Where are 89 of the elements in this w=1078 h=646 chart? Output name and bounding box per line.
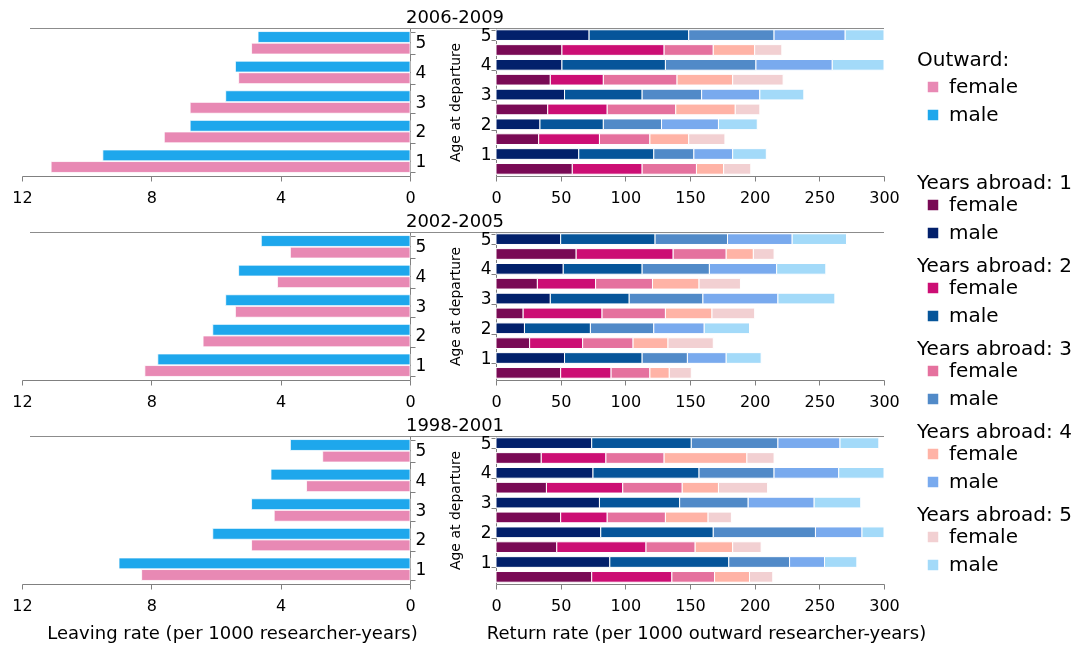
x-tick-label: 200 — [739, 391, 771, 411]
x-tick-label: 12 — [12, 187, 33, 207]
y-axis-title: Age at departure — [446, 246, 463, 367]
legend-label: female — [949, 441, 1018, 465]
x-tick-label: 300 — [869, 187, 900, 207]
y-tick-label: 4 — [415, 265, 427, 286]
y-tick-label: 2 — [480, 521, 492, 542]
x-tick-label: 0 — [491, 187, 502, 207]
y-tick-label: 4 — [415, 469, 427, 490]
x-tick-label: 250 — [804, 187, 836, 207]
y-tick-label: 5 — [480, 432, 492, 453]
x-tick-label: 4 — [276, 187, 287, 207]
y-tick-label: 3 — [480, 288, 492, 309]
y-tick-label: 5 — [480, 228, 492, 249]
text: Years abroad: 3 — [916, 336, 1072, 360]
y-tick-label: 2 — [480, 317, 492, 338]
y-tick-label: 2 — [480, 113, 492, 134]
x-tick-label: 300 — [869, 595, 900, 615]
legend-label: male — [949, 552, 999, 576]
legend-label: female — [949, 74, 1018, 98]
x-tick-label: 100 — [610, 595, 642, 615]
legend-label: male — [949, 220, 999, 244]
y-tick-label: 4 — [480, 258, 492, 279]
legend-label: male — [949, 386, 999, 410]
x-tick-label: 0 — [405, 595, 416, 615]
x-tick-label: 250 — [804, 391, 836, 411]
legend-label: female — [949, 524, 1018, 548]
x-tick-label: 50 — [550, 391, 572, 411]
y-tick-label: 4 — [415, 61, 427, 82]
y-tick-label: 3 — [415, 295, 427, 316]
x-tick-label: 8 — [146, 187, 157, 207]
y-tick-label: 1 — [480, 551, 492, 572]
x-tick-label: 150 — [675, 391, 706, 411]
text: 2002-2005 — [405, 210, 505, 231]
x-tick-label: 250 — [804, 595, 836, 615]
y-tick-label: 1 — [415, 150, 427, 171]
x-tick-label: 4 — [276, 391, 287, 411]
text: Years abroad: 4 — [916, 419, 1072, 443]
y-tick-label: 3 — [480, 492, 492, 513]
x-tick-label: 12 — [12, 391, 33, 411]
y-tick-label: 3 — [415, 499, 427, 520]
y-tick-label: 2 — [415, 121, 427, 142]
x-axis-title: Leaving rate (per 1000 researcher-years) — [47, 621, 418, 643]
text: Years abroad: 2 — [916, 253, 1072, 277]
y-tick-label: 3 — [415, 91, 427, 112]
legend-label: female — [949, 358, 1018, 382]
legend-label: male — [949, 102, 999, 126]
x-tick-label: 50 — [550, 595, 572, 615]
y-tick-label: 1 — [415, 354, 427, 375]
text: 2006-2009 — [405, 6, 505, 27]
x-tick-label: 150 — [675, 595, 706, 615]
y-tick-label: 4 — [480, 462, 492, 483]
x-tick-label: 100 — [610, 391, 642, 411]
text: Years abroad: 1 — [916, 170, 1072, 194]
y-tick-label: 1 — [480, 347, 492, 368]
x-tick-label: 100 — [610, 187, 642, 207]
x-tick-label: 300 — [869, 391, 900, 411]
y-axis-title: Age at departure — [446, 42, 463, 163]
y-tick-label: 4 — [480, 54, 492, 75]
legend-label: male — [949, 469, 999, 493]
x-tick-label: 0 — [405, 187, 416, 207]
legend-label: male — [949, 303, 999, 327]
x-tick-label: 200 — [739, 595, 771, 615]
x-tick-label: 8 — [146, 595, 157, 615]
x-tick-label: 0 — [491, 391, 502, 411]
y-tick-label: 5 — [415, 440, 427, 461]
legend-label: female — [949, 275, 1018, 299]
x-axis-title: Return rate (per 1000 outward researcher-years) — [486, 621, 927, 643]
x-tick-label: 150 — [675, 187, 706, 207]
x-tick-label: 200 — [739, 187, 771, 207]
x-tick-label: 8 — [146, 391, 157, 411]
y-tick-label: 2 — [415, 529, 427, 550]
y-tick-label: 5 — [415, 32, 427, 53]
y-tick-label: 5 — [415, 236, 427, 257]
x-tick-label: 4 — [276, 595, 287, 615]
legend-title: Outward: — [917, 47, 1010, 71]
y-tick-label: 2 — [415, 325, 427, 346]
y-tick-label: 3 — [480, 84, 492, 105]
x-tick-label: 12 — [12, 595, 33, 615]
x-tick-label: 0 — [491, 595, 502, 615]
y-tick-label: 1 — [415, 558, 427, 579]
y-tick-label: 5 — [480, 24, 492, 45]
y-axis-title: Age at departure — [446, 450, 463, 571]
x-tick-label: 0 — [405, 391, 416, 411]
legend-label: female — [949, 192, 1018, 216]
text: 1998-2001 — [405, 414, 505, 435]
x-tick-label: 50 — [550, 187, 572, 207]
y-tick-label: 1 — [480, 143, 492, 164]
text: Years abroad: 5 — [916, 502, 1072, 526]
